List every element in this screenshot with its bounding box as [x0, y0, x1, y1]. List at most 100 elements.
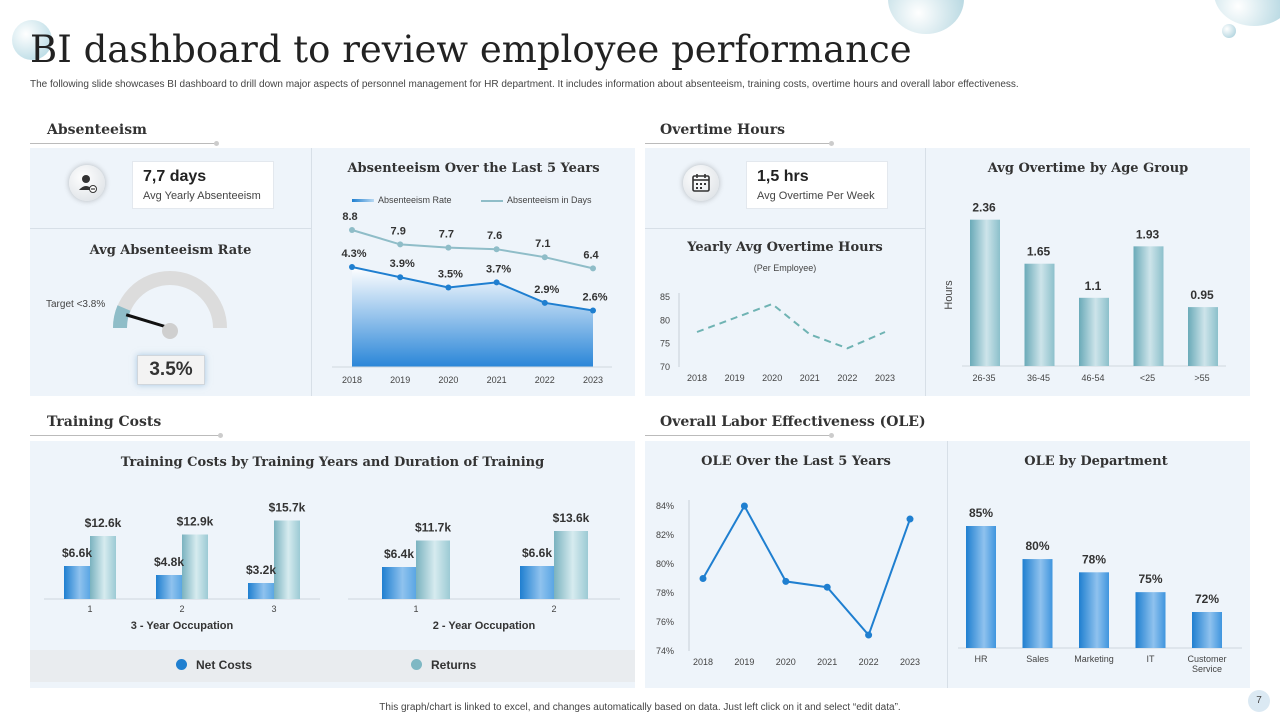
abs-rate-area — [352, 267, 593, 367]
training-return-label: $13.6k — [553, 511, 590, 525]
abs-legend-days: Absenteeism in Days — [481, 195, 592, 205]
overtime-age-bar — [970, 219, 1000, 366]
ole-header-underline — [645, 433, 834, 438]
overtime-age-bar — [1024, 263, 1055, 366]
abs-rate-label: 4.3% — [341, 248, 366, 260]
training-x-tick: 1 — [413, 604, 418, 614]
absenteeism-trend-chart: 8.8 7.9 7.7 7.6 7.1 6.4 4.3% 3.9% 3.5% 3.7% 2.9% 2.… — [332, 211, 612, 385]
ole-dept-value: 72% — [1195, 592, 1219, 606]
abs-days-point — [349, 227, 355, 233]
abs-rate-label: 3.9% — [390, 258, 415, 270]
training-group-label: 2 - Year Occupation — [433, 620, 536, 632]
gauge-target-label: Target <3.8% — [46, 299, 106, 310]
ole-header: Overall Labor Effectiveness (OLE) — [660, 414, 926, 430]
training-net-bar — [248, 583, 274, 599]
ole-dept-bar — [1135, 592, 1166, 648]
abs-days-label: 7.9 — [391, 225, 406, 237]
abs-days-label: 8.8 — [342, 211, 357, 223]
abs-rate-line — [351, 266, 594, 312]
ole-x-tick: 2019 — [734, 657, 754, 667]
ole-dept-value: 80% — [1025, 539, 1049, 553]
abs-x-tick: 2023 — [583, 375, 603, 385]
training-net-label: $6.4k — [384, 547, 414, 561]
absenteeism-kpi-label: Avg Yearly Absenteeism — [143, 190, 261, 202]
ole-dept-tick: Sales — [1026, 654, 1049, 664]
training-x-tick: 1 — [87, 604, 92, 614]
training-x-tick: 2 — [551, 604, 556, 614]
overtime-age-tick: 26-35 — [972, 373, 995, 383]
gauge-track — [113, 271, 227, 329]
overtime-kpi-label: Avg Overtime Per Week — [757, 190, 875, 202]
overtime-y-tick: 85 — [660, 292, 670, 302]
ole-divider-v — [947, 441, 948, 688]
overtime-x-tick: 2023 — [875, 373, 895, 383]
ole-point — [906, 515, 914, 523]
overtime-age-bar — [1079, 297, 1109, 366]
ole-y-tick: 84% — [656, 501, 674, 511]
calendar-icon — [683, 165, 719, 201]
ole-dept-bar — [1079, 572, 1109, 648]
training-legend: Net Costs Returns — [30, 650, 635, 682]
overtime-x-tick: 2019 — [725, 373, 745, 383]
ole-x-tick: 2022 — [859, 657, 879, 667]
training-group-label: 3 - Year Occupation — [131, 620, 234, 632]
overtime-kpi-value: 1,5 hrs — [757, 168, 809, 185]
training-net-bar — [156, 575, 182, 599]
abs-x-tick: 2019 — [390, 375, 410, 385]
overtime-age-tick: 36-45 — [1027, 373, 1050, 383]
ole-point — [782, 577, 790, 585]
overtime-age-title: Avg Overtime by Age Group — [987, 161, 1189, 176]
abs-days-label: 7.6 — [487, 230, 502, 242]
page-subtitle: The following slide showcases BI dashboa… — [30, 79, 1019, 90]
abs-days-point — [590, 265, 596, 272]
overtime-x-tick: 2022 — [837, 373, 857, 383]
ole-x-tick: 2018 — [693, 657, 713, 667]
absenteeism-kpi-value: 7,7 days — [143, 168, 207, 185]
absenteeism-kpi-card: 7,7 days Avg Yearly Absenteeism — [132, 161, 274, 209]
ole-y-tick: 76% — [656, 617, 674, 627]
overtime-age-tick: 46-54 — [1081, 373, 1104, 383]
overtime-header-underline — [645, 141, 834, 146]
user-minus-glyph — [79, 175, 97, 193]
abs-days-point — [445, 244, 452, 251]
ole-dept-tick: Customer — [1187, 654, 1226, 664]
abs-rate-point — [541, 299, 548, 306]
overtime-header: Overtime Hours — [660, 122, 785, 138]
overtime-kpi-card: 1,5 hrs Avg Overtime Per Week — [746, 161, 888, 209]
page-number: 7 — [1248, 690, 1270, 712]
abs-rate-label: 2.9% — [534, 284, 559, 296]
ole-y-tick: 80% — [656, 559, 674, 569]
ole-trend-title: OLE Over the Last 5 Years — [701, 454, 891, 469]
overtime-x-tick: 2021 — [800, 373, 820, 383]
ole-line — [702, 503, 911, 638]
training-x-tick: 2 — [179, 604, 184, 614]
decor-bubble-left — [12, 20, 52, 60]
yearly-overtime-chart: 85 80 75 70 2018 2019 2020 2021 2022 2023 — [660, 292, 895, 383]
training-return-bar — [274, 520, 300, 599]
abs-rate-label: 3.5% — [438, 268, 463, 280]
overtime-age-value: 2.36 — [972, 201, 996, 215]
gauge-chart — [113, 271, 227, 339]
training-header: Training Costs — [47, 414, 162, 430]
training-return-label: $11.7k — [415, 521, 451, 535]
training-return-label: $12.9k — [177, 515, 214, 529]
page-title: BI dashboard to review employee performa… — [30, 28, 912, 71]
abs-rate-point — [349, 264, 355, 270]
abs-days-point — [541, 254, 548, 261]
abs-rate-point — [590, 307, 596, 314]
overtime-age-tick: >55 — [1194, 373, 1209, 383]
training-net-bar — [64, 566, 90, 599]
ole-dept-tick: HR — [975, 654, 988, 664]
yearly-overtime-subtitle: (Per Employee) — [753, 263, 817, 273]
ole-x-tick: 2021 — [817, 657, 837, 667]
overtime-divider-h — [645, 228, 925, 229]
overtime-x-tick: 2018 — [687, 373, 707, 383]
training-return-bar — [554, 531, 588, 599]
gauge-needle — [125, 313, 171, 330]
abs-x-tick: 2018 — [342, 375, 362, 385]
abs-legend-rate-swatch — [352, 199, 374, 203]
abs-days-label: 7.1 — [535, 238, 550, 250]
overtime-age-ylabel: Hours — [943, 280, 955, 310]
overtime-age-value: 0.95 — [1190, 288, 1214, 302]
abs-x-tick: 2022 — [535, 375, 555, 385]
